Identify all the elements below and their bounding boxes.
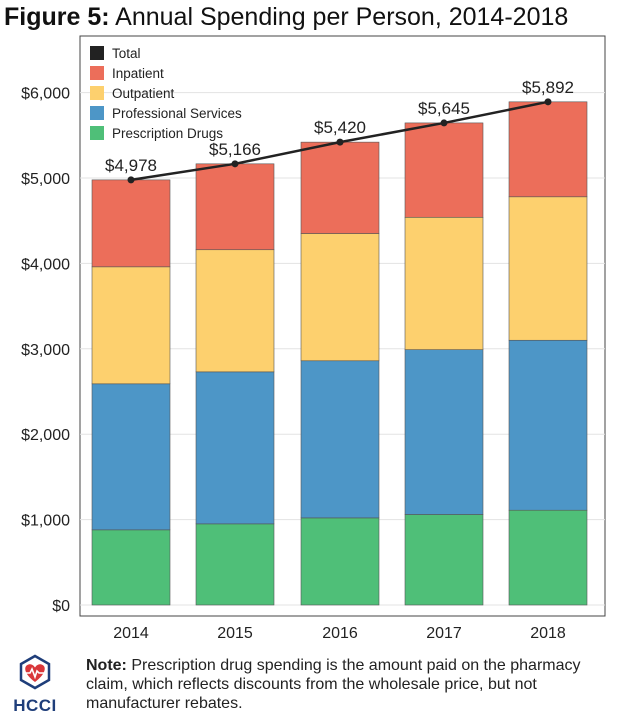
bar-segment	[91, 266, 171, 385]
bar-segment	[508, 101, 588, 198]
note-label: Note:	[86, 657, 127, 674]
legend-swatch	[90, 126, 104, 140]
total-point	[544, 98, 552, 106]
bar-segment	[404, 122, 484, 218]
bar-segment	[404, 349, 484, 515]
legend-swatch	[90, 66, 104, 80]
y-tick-label: $1,000	[21, 513, 70, 530]
legend-swatch	[90, 106, 104, 120]
bars	[91, 101, 588, 606]
total-data-label: $5,892	[522, 78, 574, 97]
bar-segment	[91, 179, 171, 268]
footer: HCCI Note: Prescription drug spending is…	[0, 648, 620, 728]
bar-segment	[404, 514, 484, 606]
total-data-label: $5,420	[314, 118, 366, 137]
x-tick-label: 2015	[217, 625, 253, 642]
bar-segment	[508, 509, 588, 606]
bar-segment	[300, 233, 380, 362]
total-point	[336, 138, 344, 146]
legend-label: Outpatient	[112, 86, 175, 101]
chart-title: Figure 5: Annual Spending per Person, 20…	[4, 2, 568, 32]
bar-segment	[195, 249, 275, 373]
x-tick-label: 2014	[113, 625, 149, 642]
x-tick-label: 2016	[322, 625, 358, 642]
x-tick-label: 2017	[426, 625, 462, 642]
legend-swatch	[90, 86, 104, 100]
bar-segment	[195, 163, 275, 251]
bar-segment	[300, 141, 380, 234]
note-text: Prescription drug spending is the amount…	[86, 657, 581, 712]
bar-segment	[508, 339, 588, 511]
y-tick-label: $4,000	[21, 256, 70, 273]
bar-segment	[195, 523, 275, 606]
total-data-label: $5,645	[418, 99, 470, 118]
heart-pulse-icon	[19, 654, 51, 690]
bar-segment	[195, 371, 275, 525]
bar-segment	[404, 216, 484, 350]
x-tick-label: 2018	[530, 625, 566, 642]
total-point	[440, 119, 448, 127]
logo-text: HCCI	[13, 696, 57, 715]
title-text: Annual Spending per Person, 2014-2018	[115, 3, 569, 31]
legend-label: Total	[112, 46, 141, 61]
y-axis: $0 $1,000 $2,000 $3,000 $4,000 $5,000 $6,000	[21, 86, 70, 615]
y-tick-label: $6,000	[21, 86, 70, 103]
y-tick-label: $0	[52, 598, 70, 615]
figure-label: Figure 5:	[4, 3, 110, 31]
y-tick-label: $5,000	[21, 171, 70, 188]
stacked-bar-chart: $0 $1,000 $2,000 $3,000 $4,000 $5,000 $6,000 2…	[21, 35, 606, 642]
chart-note: Note: Prescription drug spending is the …	[86, 656, 606, 713]
bar-segment	[508, 196, 588, 341]
total-point	[231, 160, 239, 168]
bar-segment	[300, 517, 380, 606]
legend-label: Professional Services	[112, 106, 242, 121]
bar-segment	[91, 529, 171, 606]
legend: Total Inpatient Outpatient Professional Ser…	[90, 46, 242, 141]
bar-segment	[91, 383, 171, 531]
legend-label: Prescription Drugs	[112, 126, 223, 141]
total-point	[127, 176, 135, 184]
legend-swatch	[90, 46, 104, 60]
hcci-logo: HCCI	[6, 652, 64, 724]
total-data-label: $5,166	[209, 140, 261, 159]
x-axis: 2014 2015 2016 2017 2018	[113, 625, 566, 642]
total-data-label: $4,978	[105, 156, 157, 175]
y-tick-label: $2,000	[21, 427, 70, 444]
bar-segment	[300, 360, 380, 519]
total-line: $4,978 $5,166 $5,420 $5,645 $5,892	[105, 78, 574, 184]
legend-label: Inpatient	[112, 66, 164, 81]
y-tick-label: $3,000	[21, 342, 70, 359]
